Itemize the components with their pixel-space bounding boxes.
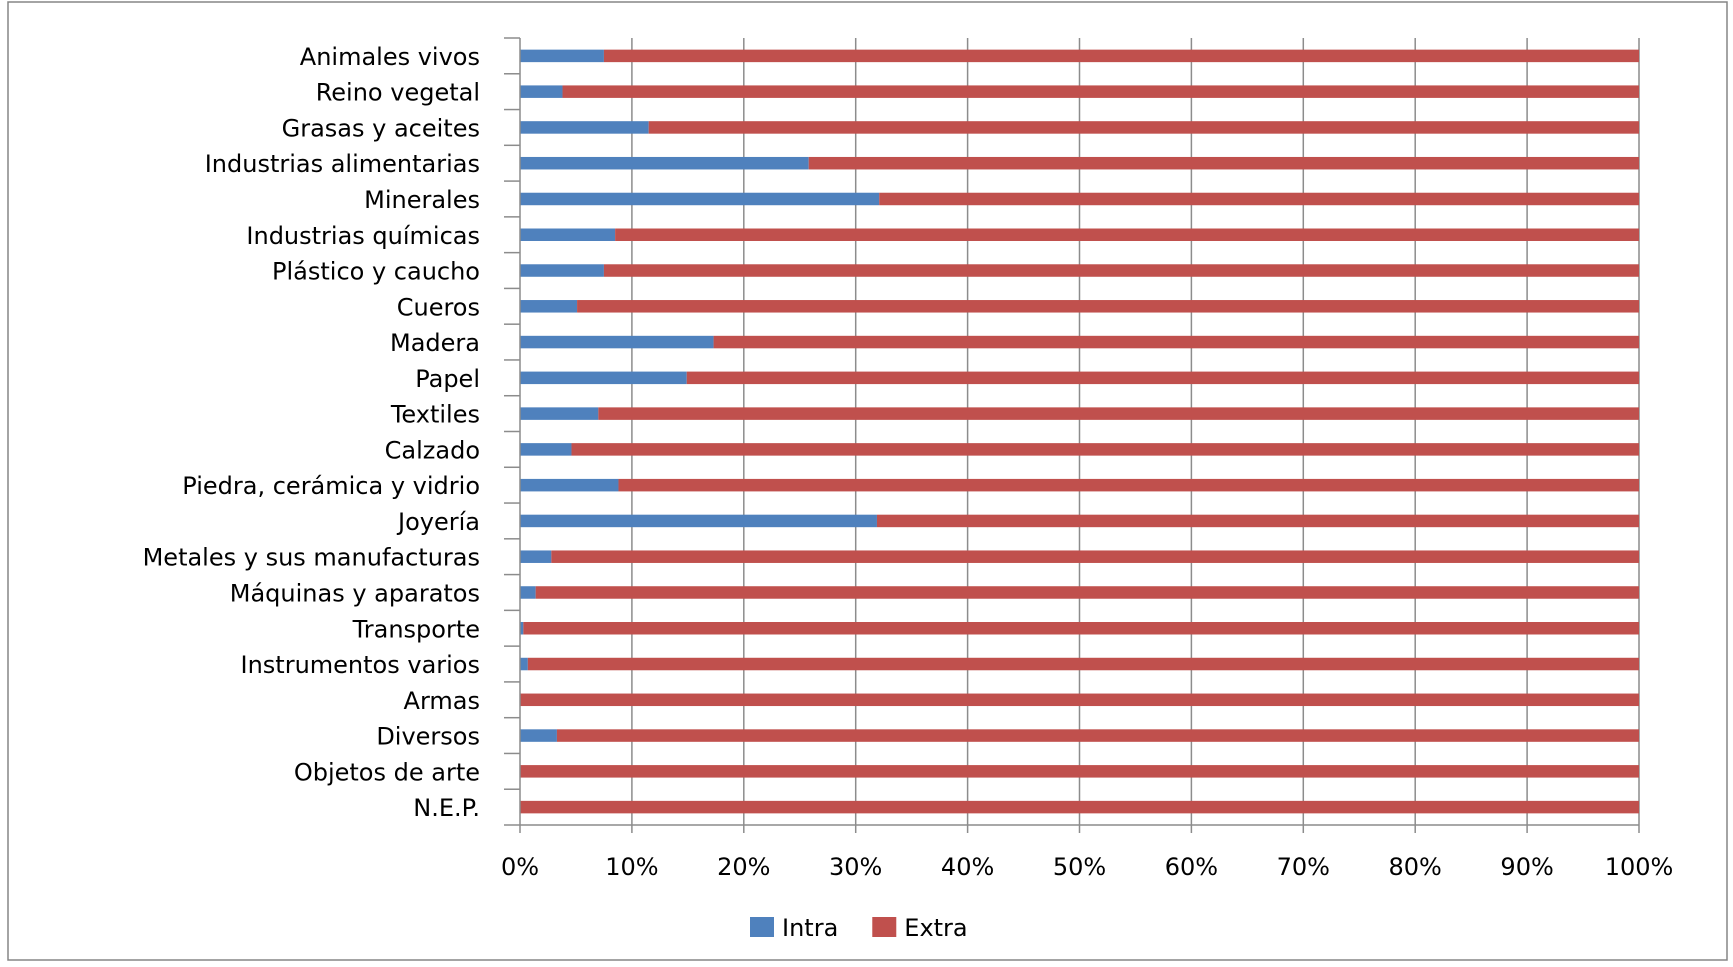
- category-label: Transporte: [352, 615, 480, 643]
- bar-intra-papel: [520, 371, 687, 385]
- category-label: Plástico y caucho: [272, 258, 480, 286]
- x-tick-label: 0%: [501, 853, 539, 881]
- category-label: Animales vivos: [300, 43, 480, 71]
- category-label: Textiles: [390, 401, 480, 429]
- axes: [504, 37, 1640, 833]
- category-label: Industrias alimentarias: [205, 150, 480, 178]
- legend-label-intra: Intra: [782, 914, 838, 942]
- bar-intra-industrias-quimicas: [520, 228, 616, 241]
- bar-extra-piedra-ceramica-y-vidrio: [618, 478, 1639, 492]
- bar-intra-metales-y-sus-manufacturas: [520, 550, 552, 563]
- x-tick-label: 90%: [1500, 853, 1553, 881]
- x-tick-label: 70%: [1277, 853, 1330, 881]
- category-label: Piedra, cerámica y vidrio: [182, 472, 480, 500]
- bars: [520, 49, 1640, 814]
- bar-intra-reino-vegetal: [520, 85, 563, 98]
- x-tick-label: 10%: [605, 853, 658, 881]
- category-label: Calzado: [385, 436, 480, 464]
- bar-extra-papel: [686, 371, 1639, 385]
- category-label: Joyería: [396, 508, 480, 536]
- bar-extra-minerales: [879, 192, 1639, 206]
- bar-extra-cueros: [577, 300, 1639, 313]
- bar-extra-plastico-y-caucho: [603, 264, 1639, 277]
- x-tick-label: 100%: [1605, 853, 1674, 881]
- category-label: Grasas y aceites: [282, 114, 480, 142]
- bar-intra-joyeria: [520, 514, 877, 528]
- bar-intra-grasas-y-aceites: [520, 121, 649, 134]
- bar-intra-calzado: [520, 443, 572, 456]
- bar-extra-madera: [713, 335, 1639, 349]
- bar-extra-joyeria: [876, 514, 1639, 528]
- legend-swatch-intra: [750, 917, 774, 937]
- category-label: Diversos: [376, 723, 480, 751]
- bar-extra-industrias-alimentarias: [808, 156, 1639, 170]
- category-label: Máquinas y aparatos: [230, 579, 480, 607]
- category-label: Metales y sus manufacturas: [143, 544, 480, 572]
- bar-extra-textiles: [598, 407, 1639, 420]
- category-label: Industrias químicas: [246, 222, 480, 250]
- bar-extra-objetos-de-arte: [520, 765, 1639, 778]
- category-labels: Animales vivos Reino vegetal Grasas y acei…: [143, 43, 480, 822]
- legend-label-extra: Extra: [904, 914, 967, 942]
- x-tick-labels: 0% 10% 20% 30% 40% 50% 60% 70% 80% 90% 100%: [501, 853, 1673, 881]
- category-label: Reino vegetal: [316, 79, 480, 107]
- category-label: Minerales: [364, 186, 480, 214]
- bar-extra-industrias-quimicas: [615, 228, 1639, 241]
- x-tick-label: 20%: [717, 853, 770, 881]
- x-tick-label: 40%: [941, 853, 994, 881]
- bar-intra-animales-vivos: [520, 49, 604, 63]
- bar-extra-reino-vegetal: [562, 85, 1639, 98]
- bar-intra-diversos: [520, 729, 557, 742]
- bar-extra-calzado: [571, 443, 1639, 456]
- category-label: Armas: [404, 687, 480, 715]
- bar-intra-maquinas-y-aparatos: [520, 586, 536, 599]
- bar-intra-instrumentos-varios: [520, 657, 528, 671]
- bar-extra-transporte: [523, 622, 1640, 635]
- bar-extra-instrumentos-varios: [527, 657, 1639, 671]
- legend: Intra Extra: [750, 914, 968, 942]
- bar-intra-madera: [520, 335, 714, 349]
- bar-intra-textiles: [520, 407, 599, 420]
- bar-extra-metales-y-sus-manufacturas: [551, 550, 1639, 563]
- category-label: N.E.P.: [413, 794, 480, 822]
- bar-extra-n-e-p: [520, 800, 1639, 814]
- bar-intra-industrias-alimentarias: [520, 156, 809, 170]
- bar-intra-minerales: [520, 192, 880, 206]
- bar-intra-plastico-y-caucho: [520, 264, 604, 277]
- category-label: Instrumentos varios: [241, 651, 481, 679]
- bar-extra-armas: [520, 693, 1639, 707]
- bar-extra-grasas-y-aceites: [648, 121, 1639, 134]
- legend-swatch-extra: [872, 917, 897, 937]
- bar-intra-piedra-ceramica-y-vidrio: [520, 478, 619, 492]
- category-label: Papel: [415, 365, 480, 393]
- category-label: Objetos de arte: [294, 758, 480, 786]
- x-tick-label: 50%: [1053, 853, 1106, 881]
- bar-extra-animales-vivos: [603, 49, 1639, 63]
- bar-intra-transporte: [520, 622, 524, 635]
- bar-intra-cueros: [520, 300, 578, 313]
- x-tick-label: 30%: [829, 853, 882, 881]
- bar-extra-diversos: [556, 729, 1639, 742]
- x-tick-label: 60%: [1165, 853, 1218, 881]
- x-tick-label: 80%: [1389, 853, 1442, 881]
- category-label: Madera: [390, 329, 480, 357]
- bar-extra-maquinas-y-aparatos: [535, 586, 1639, 599]
- category-label: Cueros: [397, 293, 480, 321]
